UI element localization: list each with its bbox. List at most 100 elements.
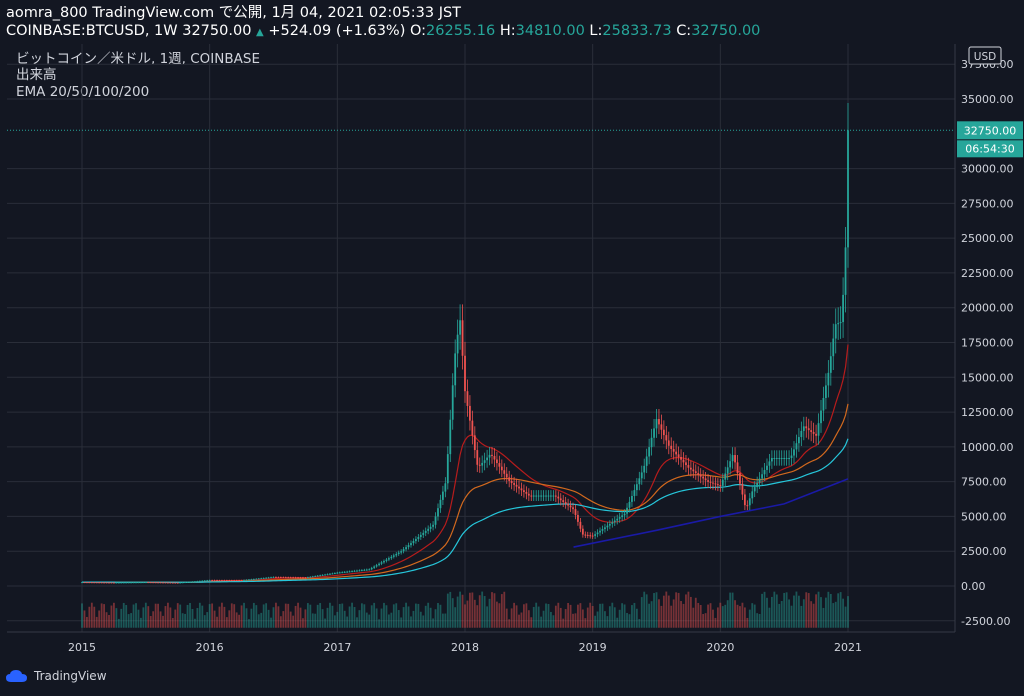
candle-body [650, 437, 653, 448]
candle-body [797, 437, 800, 444]
candle-body [628, 501, 631, 508]
volume-bar [658, 599, 660, 628]
countdown-label: 06:54:30 [965, 142, 1014, 155]
volume-bar [761, 593, 763, 628]
volume-bar [174, 609, 177, 628]
candle-body [554, 495, 557, 497]
volume-bar [498, 603, 501, 628]
volume-bar [557, 602, 560, 628]
candle-body [837, 323, 840, 325]
volume-bar [169, 607, 172, 628]
volume-bar [834, 601, 837, 628]
volume-bar [520, 612, 523, 628]
candle-body [520, 488, 523, 491]
candle-body [469, 405, 471, 421]
volume-bar [596, 611, 599, 628]
volume-bar [144, 602, 147, 628]
candle-body [449, 419, 452, 455]
volume-bar [432, 618, 434, 628]
volume-bar [221, 602, 223, 628]
candle-body [653, 428, 655, 438]
volume-bar [186, 604, 189, 628]
volume-bar [640, 597, 643, 628]
volume-bar [171, 618, 174, 628]
volume-bar [294, 605, 297, 628]
candle-body [535, 495, 538, 497]
candle-body [503, 470, 506, 474]
candle-body [402, 549, 405, 552]
volume-bar [196, 608, 199, 628]
volume-bar [719, 602, 722, 628]
volume-bar [198, 602, 201, 628]
candle-body [631, 495, 633, 502]
candle-body [569, 505, 572, 508]
volume-bar [159, 611, 162, 628]
volume-bar [736, 604, 739, 628]
legend-volume[interactable]: 出来高 [16, 67, 57, 83]
candle-body [90, 582, 93, 584]
volume-bar [783, 592, 786, 628]
volume-bar [245, 608, 248, 628]
volume-bar [387, 614, 390, 628]
candle-body [481, 462, 484, 466]
volume-bar [564, 609, 567, 628]
countdown-badge [957, 140, 1023, 158]
candle-body [410, 543, 412, 546]
volume-bar [309, 604, 312, 628]
volume-bar [677, 592, 680, 628]
volume-bar [95, 616, 98, 628]
candle-body [395, 553, 398, 556]
legend-symbol[interactable]: ビットコイン／米ドル, 1週, COINBASE [16, 51, 260, 67]
y-tick-label: 12500.00 [961, 406, 1014, 419]
legend-ema[interactable]: EMA 20/50/100/200 [16, 84, 150, 100]
candle-body [174, 582, 177, 584]
volume-bar [297, 602, 299, 628]
volume-bar [306, 603, 309, 628]
candle-body [677, 454, 680, 458]
candle-body [132, 582, 135, 584]
candle-body [667, 440, 670, 446]
candle-body [299, 577, 302, 579]
volume-bar [336, 611, 339, 628]
currency-badge [968, 46, 1002, 65]
candle-body [581, 528, 584, 535]
candle-body [719, 485, 722, 487]
x-tick-label: 2016 [196, 641, 224, 654]
candle-body [412, 541, 415, 544]
candle-body [748, 498, 751, 506]
volume-bar [152, 611, 155, 628]
candle-body [95, 582, 98, 584]
tradingview-logo[interactable]: TradingView [6, 669, 107, 683]
volume-bar [822, 607, 825, 628]
volume-bar [714, 617, 717, 628]
volume-bar [203, 615, 206, 628]
cloud-icon [6, 670, 27, 682]
candle-body [790, 455, 793, 458]
volume-bar [370, 605, 373, 628]
volume-bar [579, 603, 582, 628]
candle-body [783, 457, 786, 459]
volume-bar [405, 602, 407, 628]
candle-body [483, 460, 486, 463]
candle-body [417, 536, 420, 540]
candle-body [343, 571, 346, 573]
candle-body [446, 454, 449, 484]
candle-body [785, 457, 788, 459]
volume-bar [228, 610, 231, 628]
volume-bar [120, 608, 123, 628]
volume-bar [351, 602, 353, 628]
candle-body [387, 558, 390, 560]
volume-bar [716, 607, 719, 628]
candle-body [471, 420, 474, 436]
candle-body [586, 534, 589, 536]
volume-bar [518, 614, 520, 628]
volume-bar [817, 591, 820, 628]
volume-bar [540, 616, 543, 628]
candle-body [685, 462, 687, 466]
volume-bar [810, 601, 813, 628]
candle-body [424, 530, 427, 533]
volume-bar [235, 612, 238, 628]
candle-body [694, 471, 697, 474]
candle-body [815, 433, 817, 436]
